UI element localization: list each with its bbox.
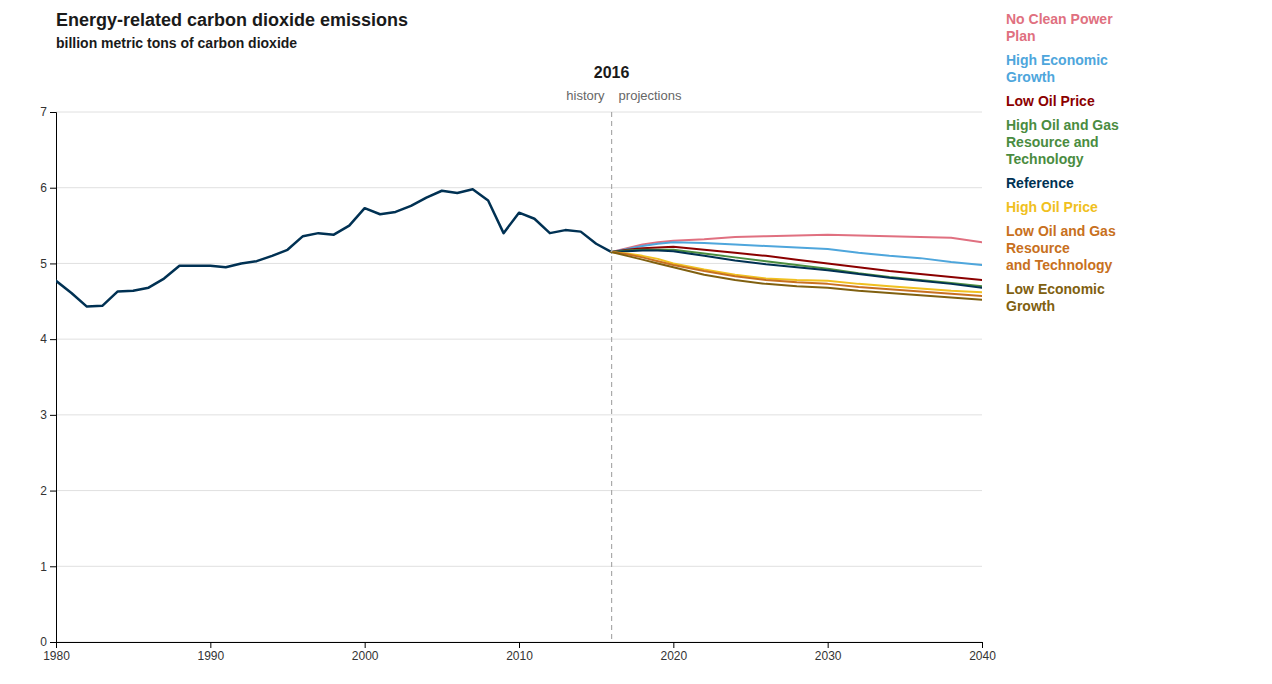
legend-label: High Oil Price <box>1006 199 1098 215</box>
tick: 0 <box>40 635 56 649</box>
legend-label: High Economic <box>1006 52 1108 68</box>
title: Energy-related carbon dioxide emissions <box>56 10 408 30</box>
split-line <box>611 112 612 642</box>
tick-mark <box>210 642 211 648</box>
tick-label: 2000 <box>352 649 379 663</box>
legend-label: Resource and <box>1006 134 1099 150</box>
x-axis: 1980 1990 2000 2010 2020 2030 2040 <box>43 642 996 663</box>
tick: 4 <box>40 332 56 346</box>
tick-mark <box>50 188 56 189</box>
legend-label: Growth <box>1006 298 1055 314</box>
tick: 7 <box>40 105 56 119</box>
tick-mark <box>50 112 56 113</box>
split-label: 2016 <box>594 64 630 81</box>
grid-line <box>56 490 982 491</box>
legend-entry: Low Oil Price <box>1006 93 1095 109</box>
tick-label: 7 <box>40 105 47 119</box>
tick-mark <box>365 642 366 648</box>
tick: 1 <box>40 560 56 574</box>
tick-label: 4 <box>40 332 47 346</box>
projections-label: projections <box>619 88 682 103</box>
legend-label: Low Oil Price <box>1006 93 1095 109</box>
tick: 2020 <box>660 642 687 663</box>
y-axis: 0 1 2 3 4 5 6 7 <box>40 105 56 649</box>
legend-entry: High Oil Price <box>1006 199 1098 215</box>
axis-line <box>50 113 57 643</box>
legend: No Clean PowerPlanHigh EconomicGrowthLow… <box>1006 11 1119 314</box>
legend-label: Growth <box>1006 69 1055 85</box>
lines <box>56 112 982 642</box>
plot-area: 1980 1990 2000 2010 2020 2030 2040 0 1 2 3 4 5 6 7 <box>40 105 996 662</box>
history-label: history <box>566 88 605 103</box>
legend-label: Reference <box>1006 175 1074 191</box>
scenario-line <box>612 252 982 300</box>
tick-mark <box>50 491 56 492</box>
legend-label: Plan <box>1006 28 1036 44</box>
tick: 2040 <box>969 642 996 663</box>
tick: 2 <box>40 484 56 498</box>
tick-mark <box>50 339 56 340</box>
grid-line <box>56 112 982 113</box>
tick-mark <box>50 263 56 264</box>
grid <box>56 112 982 642</box>
legend-entry: Reference <box>1006 175 1074 191</box>
subtitle: billion metric tons of carbon dioxide <box>56 35 297 51</box>
tick-mark <box>50 415 56 416</box>
chart: 1980 1990 2000 2010 2020 2030 2040 0 1 2 3 4 5 6 7 Ener… <box>0 0 1272 684</box>
tick-mark <box>50 642 56 643</box>
grid-line <box>56 339 982 340</box>
tick-label: 2040 <box>969 649 996 663</box>
tick-mark <box>519 642 520 648</box>
grid-line <box>56 263 982 264</box>
legend-label: Technology <box>1006 151 1084 167</box>
tick-label: 3 <box>40 408 47 422</box>
scenario-line <box>612 252 982 296</box>
legend-entry: High EconomicGrowth <box>1006 52 1108 85</box>
tick-label: 2020 <box>660 649 687 663</box>
history-line <box>56 189 612 306</box>
legend-label: No Clean Power <box>1006 11 1113 27</box>
tick-label: 1 <box>40 560 47 574</box>
tick: 2010 <box>506 642 533 663</box>
tick-mark <box>828 642 829 648</box>
axis-line <box>57 643 983 649</box>
tick: 5 <box>40 257 56 271</box>
grid-line <box>56 187 982 188</box>
tick: 1980 <box>43 642 70 663</box>
tick-label: 1990 <box>197 649 224 663</box>
tick: 3 <box>40 408 56 422</box>
legend-entry: Low EconomicGrowth <box>1006 281 1105 314</box>
tick-label: 5 <box>40 257 47 271</box>
tick: 2000 <box>352 642 379 663</box>
legend-entry: High Oil and GasResource andTechnology <box>1006 117 1119 167</box>
legend-label: Resource <box>1006 240 1070 256</box>
tick-mark <box>982 642 983 648</box>
grid-line <box>56 566 982 567</box>
tick: 6 <box>40 181 56 195</box>
legend-label: High Oil and Gas <box>1006 117 1119 133</box>
tick: 2030 <box>815 642 842 663</box>
legend-label: and Technology <box>1006 257 1113 273</box>
grid-line <box>56 414 982 415</box>
tick: 1990 <box>197 642 224 663</box>
tick-label: 0 <box>40 635 47 649</box>
legend-label: Low Oil and Gas <box>1006 223 1116 239</box>
legend-entry: No Clean PowerPlan <box>1006 11 1113 44</box>
tick-mark <box>50 566 56 567</box>
tick-label: 2 <box>40 484 47 498</box>
tick-label: 2010 <box>506 649 533 663</box>
tick-label: 1980 <box>43 649 70 663</box>
tick-label: 2030 <box>815 649 842 663</box>
legend-entry: Low Oil and GasResourceand Technology <box>1006 223 1116 273</box>
legend-label: Low Economic <box>1006 281 1105 297</box>
tick-label: 6 <box>40 181 47 195</box>
tick-mark <box>673 642 674 648</box>
